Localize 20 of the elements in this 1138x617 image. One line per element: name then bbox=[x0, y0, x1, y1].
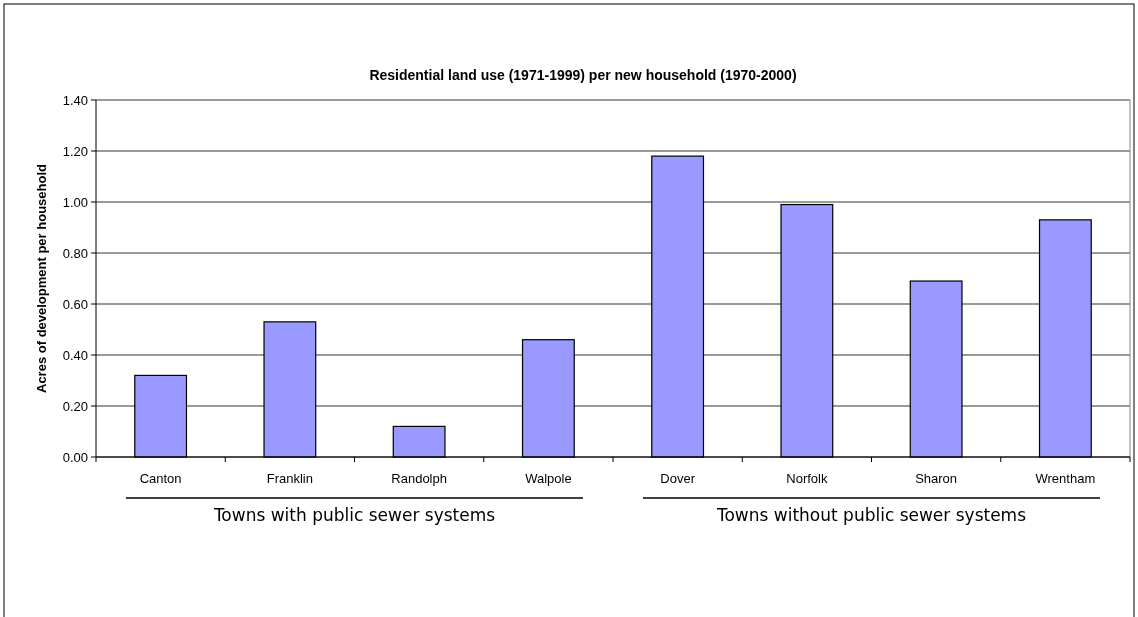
x-tick-label: Canton bbox=[139, 471, 182, 486]
x-tick-label: Franklin bbox=[266, 471, 313, 486]
y-tick-label: 1.40 bbox=[62, 92, 88, 108]
y-tick-label: 0.00 bbox=[62, 449, 88, 465]
y-tick-label: 0.60 bbox=[62, 296, 88, 312]
x-tick-label: Norfolk bbox=[786, 471, 828, 486]
y-tick-label: 0.40 bbox=[62, 347, 88, 363]
y-axis-title: Acres of development per household bbox=[34, 163, 49, 393]
y-tick-label: 0.80 bbox=[62, 245, 88, 261]
y-tick-label: 0.20 bbox=[62, 398, 88, 414]
text: Towns with public sewer systems bbox=[212, 505, 496, 525]
x-tick-label: Sharon bbox=[915, 471, 958, 486]
x-tick-label: Dover bbox=[660, 471, 696, 486]
text: Towns without public sewer systems bbox=[715, 505, 1027, 525]
y-tick-label: 1.00 bbox=[62, 194, 88, 210]
y-tick-label: 1.20 bbox=[62, 143, 88, 159]
x-tick-label: Wrentham bbox=[1035, 471, 1096, 486]
chart-title: Residential land use (1971-1999) per new household (1970-2000) bbox=[369, 67, 797, 83]
x-tick-label: Walpole bbox=[525, 471, 572, 486]
x-tick-label: Randolph bbox=[391, 471, 447, 486]
